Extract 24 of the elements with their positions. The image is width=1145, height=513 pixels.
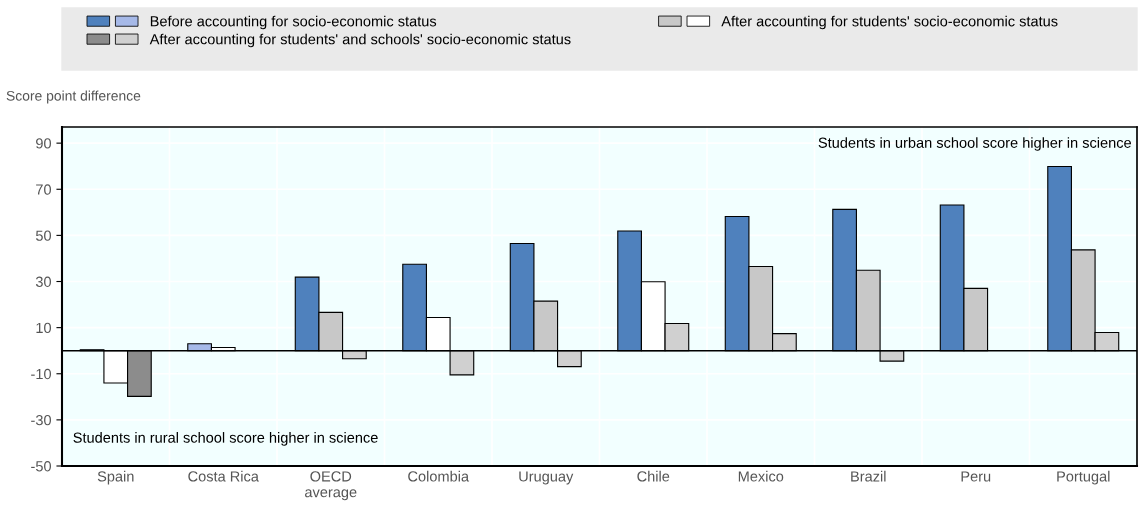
y-tick-label: 30 [35, 276, 52, 287]
y-tick-label: -10 [31, 368, 52, 380]
y-tick-label: 90 [36, 138, 52, 149]
annotation: Students in rural school score higher in science [73, 432, 378, 446]
x-tick-label: OECD average [305, 471, 357, 501]
legend-label: After accounting for students' and schools' socio-economic status [149, 33, 571, 48]
legend-label: Before accounting for socio-economic status [150, 15, 437, 30]
x-tick-label: Colombia [408, 470, 470, 482]
legend-label: After accounting for students' socio-economic status [721, 15, 1058, 30]
x-tick-label: Uruguay [519, 471, 574, 485]
x-tick-label: Brazil [851, 470, 886, 482]
y-tick-label: 10 [36, 322, 52, 334]
x-tick-label: Mexico [738, 470, 784, 482]
y-tick-label: 70 [36, 184, 52, 195]
x-tick-label: Peru [961, 471, 991, 482]
y-tick-label: 50 [35, 230, 52, 241]
annotation: Students in urban school score higher in science [818, 137, 1131, 151]
y-axis-title: Score point difference [6, 90, 141, 104]
x-tick-label: Portugal [1057, 470, 1110, 485]
x-tick-label: Costa Rica [188, 470, 259, 482]
y-tick-label: -50 [31, 461, 52, 472]
x-tick-label: Chile [637, 470, 670, 482]
y-tick-label: -30 [31, 414, 52, 426]
x-tick-label: Spain [97, 470, 134, 485]
